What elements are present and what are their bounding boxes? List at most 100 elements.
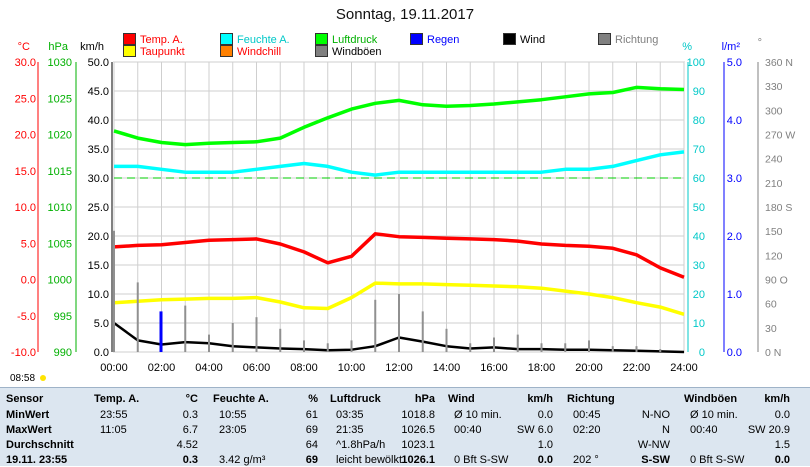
tick-pressure: 1000 bbox=[48, 275, 72, 287]
tick-dir: 300 bbox=[765, 105, 783, 117]
tick-dir: 330 bbox=[765, 81, 783, 93]
gust-bar bbox=[493, 337, 495, 352]
panel-col-header: Wind bbox=[448, 393, 475, 405]
tick-wind: 45.0 bbox=[88, 86, 109, 98]
panel-cell-time: Ø 10 min. bbox=[454, 409, 502, 421]
gust-bar bbox=[350, 340, 353, 352]
unit-temp: °C bbox=[18, 41, 30, 53]
panel-col-header: Richtung bbox=[567, 393, 615, 405]
legend-swatch bbox=[503, 33, 516, 45]
gust-bar bbox=[611, 346, 614, 352]
tick-wind: 10.0 bbox=[88, 289, 109, 301]
legend-swatch bbox=[220, 45, 233, 57]
tick-time: 08:00 bbox=[290, 362, 318, 374]
panel-cell-time: 03:35 bbox=[336, 409, 364, 421]
tick-dir: 120 bbox=[765, 250, 783, 262]
gust-bar bbox=[279, 328, 282, 352]
panel-cell-value: W-NW bbox=[637, 439, 670, 451]
panel-cell-time: Ø 10 min. bbox=[690, 409, 738, 421]
tick-dir: 360 N bbox=[765, 57, 793, 69]
legend-swatch bbox=[598, 33, 611, 45]
panel-cell-time: 23:05 bbox=[219, 424, 247, 436]
tick-rain: 1.0 bbox=[727, 289, 742, 301]
legend-item-feuchte-a-: Feuchte A. bbox=[220, 33, 290, 46]
tick-dir: 90 O bbox=[765, 275, 788, 287]
tick-time: 16:00 bbox=[480, 362, 508, 374]
gust-bar bbox=[540, 343, 543, 352]
tick-temp: 25.0 bbox=[15, 93, 36, 105]
panel-row-label: MaxWert bbox=[6, 424, 52, 436]
panel-cell-time: ^1.8hPa/h bbox=[336, 439, 386, 451]
tick-wind: 15.0 bbox=[88, 260, 109, 272]
tick-dir: 180 S bbox=[765, 202, 792, 214]
panel-cell-value: 0.3 bbox=[182, 454, 198, 466]
tick-time: 00:00 bbox=[100, 362, 128, 374]
gust-bar bbox=[659, 349, 662, 352]
tick-time: 24:00 bbox=[670, 362, 698, 374]
gust-bar bbox=[635, 346, 638, 352]
panel-col-unit: km/h bbox=[527, 393, 553, 405]
tick-dir: 60 bbox=[765, 299, 777, 311]
tick-humidity: 20 bbox=[693, 289, 705, 301]
tick-pressure: 990 bbox=[54, 347, 72, 359]
tick-time: 22:00 bbox=[623, 362, 651, 374]
panel-cell-value: SW 20.9 bbox=[747, 424, 790, 436]
tick-wind: 25.0 bbox=[88, 202, 109, 214]
panel-cell-time: 202 ° bbox=[573, 454, 599, 466]
panel-cell-value: 1018.8 bbox=[401, 409, 435, 421]
panel-cell-value: 4.52 bbox=[176, 439, 198, 451]
legend-label: Windböen bbox=[332, 46, 382, 58]
tick-rain: 4.0 bbox=[727, 115, 742, 127]
tick-humidity: 100 bbox=[687, 57, 705, 69]
panel-cell-time: 0 Bft S-SW bbox=[690, 454, 745, 466]
legend-label: Temp. A. bbox=[140, 34, 183, 46]
tick-humidity: 50 bbox=[693, 202, 705, 214]
panel-cell-value: 1023.1 bbox=[401, 439, 435, 451]
legend-label: Regen bbox=[427, 34, 460, 46]
panel-cell-value: N-NO bbox=[641, 409, 670, 421]
gust-bar bbox=[184, 305, 187, 352]
tick-temp: 20.0 bbox=[15, 130, 36, 142]
panel-cell-time: 0 Bft S-SW bbox=[454, 454, 509, 466]
panel-col-unit: km/h bbox=[764, 393, 790, 405]
legend-label: Feuchte A. bbox=[237, 34, 290, 46]
tick-pressure: 1020 bbox=[48, 130, 72, 142]
tick-dir: 0 N bbox=[765, 347, 781, 359]
tick-dir: 240 bbox=[765, 154, 783, 166]
legend-label: Windchill bbox=[237, 46, 282, 58]
tick-humidity: 80 bbox=[693, 115, 705, 127]
panel-row-label: 19.11. 23:55 bbox=[6, 454, 68, 466]
series-taupunkt bbox=[113, 281, 685, 316]
legend-label: Richtung bbox=[615, 34, 659, 46]
legend-swatch bbox=[410, 33, 423, 45]
tick-wind: 40.0 bbox=[88, 115, 109, 127]
legend-swatch bbox=[220, 33, 233, 45]
tick-pressure: 1015 bbox=[48, 166, 72, 178]
legend-swatch bbox=[123, 45, 136, 57]
panel-cell-value: 6.7 bbox=[182, 424, 198, 436]
legend-item-luftdruck: Luftdruck bbox=[315, 33, 377, 46]
panel-row-label: Durchschnitt bbox=[6, 439, 74, 451]
tick-rain: 3.0 bbox=[727, 173, 742, 185]
tick-time: 02:00 bbox=[148, 362, 176, 374]
legend-item-regen: Regen bbox=[410, 33, 460, 46]
tick-humidity: 0 bbox=[699, 347, 705, 359]
panel-cell-value: 0.3 bbox=[182, 409, 198, 421]
legend-item-windchill: Windchill bbox=[220, 45, 282, 58]
tick-wind: 5.0 bbox=[94, 318, 109, 330]
panel-cell-value: 1026.1 bbox=[401, 454, 435, 466]
gust-bar bbox=[588, 340, 590, 352]
tick-rain: 5.0 bbox=[727, 57, 742, 69]
panel-col-unit: °C bbox=[185, 393, 198, 405]
gust-bar bbox=[255, 317, 258, 352]
panel-col-unit: hPa bbox=[414, 393, 435, 405]
gust-bar bbox=[231, 323, 234, 352]
gust-bar bbox=[303, 340, 305, 352]
panel-cell-value: SW 6.0 bbox=[516, 424, 553, 436]
panel-cell-value: 1.5 bbox=[774, 439, 790, 451]
gust-bar bbox=[398, 294, 400, 352]
tick-time: 20:00 bbox=[575, 362, 603, 374]
tick-temp: 10.0 bbox=[15, 202, 36, 214]
panel-cell-value: 1.0 bbox=[537, 439, 553, 451]
tick-temp: 30.0 bbox=[15, 57, 36, 69]
